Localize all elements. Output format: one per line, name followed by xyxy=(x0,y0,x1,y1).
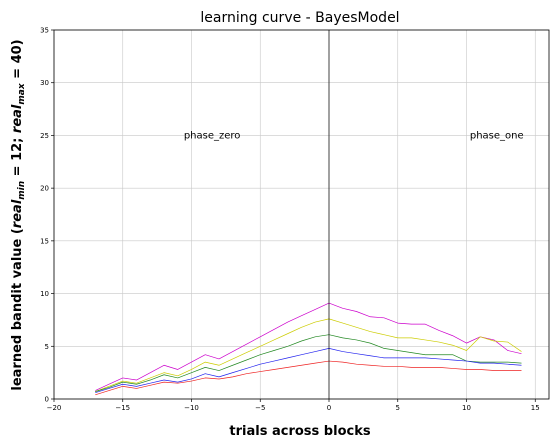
annotations: phase_zero phase_one xyxy=(184,130,524,141)
y-tick-label: 30 xyxy=(40,79,49,87)
x-tick-label: 15 xyxy=(531,404,540,412)
gridlines xyxy=(53,29,549,400)
y-axis-label: learned bandit value (realmin = 12; real… xyxy=(10,39,27,390)
x-tick-label: 0 xyxy=(327,404,331,412)
series-line-5 xyxy=(95,360,522,396)
x-axis-ticks: −20 −15 −10 −5 0 5 10 15 xyxy=(47,399,540,412)
x-tick-label: 10 xyxy=(462,404,471,412)
plot-frame xyxy=(53,29,550,400)
y-tick-label: 35 xyxy=(40,27,49,35)
y-tick-label: 0 xyxy=(45,396,49,404)
y-tick-label: 10 xyxy=(40,290,49,298)
y-tick-label: 15 xyxy=(40,237,49,245)
series-line-4 xyxy=(95,348,522,394)
x-axis-label: trials across blocks xyxy=(229,424,370,439)
phase-annotation: phase_zero xyxy=(184,130,241,141)
x-tick-label: −15 xyxy=(115,404,130,412)
y-tick-label: 20 xyxy=(40,185,49,193)
y-tick-label: 5 xyxy=(45,343,49,351)
series-lines xyxy=(95,302,522,396)
y-axis-ticks: 0 5 10 15 20 25 30 35 xyxy=(40,27,54,404)
series-line-3 xyxy=(95,334,522,392)
x-tick-label: −5 xyxy=(255,404,265,412)
chart-title: learning curve - BayesModel xyxy=(200,10,399,26)
series-line-1 xyxy=(95,302,522,391)
x-tick-label: −10 xyxy=(184,404,199,412)
x-tick-label: −20 xyxy=(47,404,62,412)
y-tick-label: 25 xyxy=(40,132,49,140)
x-tick-label: 5 xyxy=(396,404,400,412)
series-line-2 xyxy=(95,318,522,392)
phase-annotation: phase_one xyxy=(470,130,524,141)
